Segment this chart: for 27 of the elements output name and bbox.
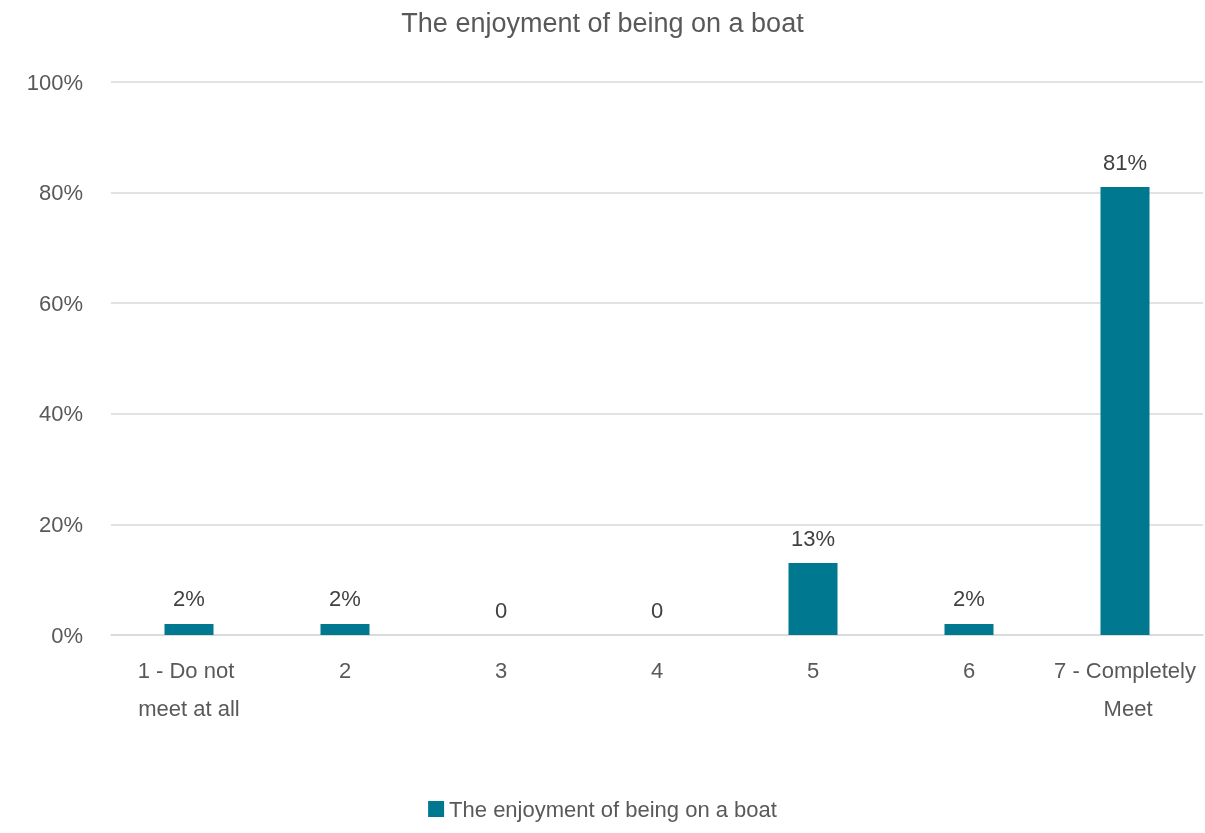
data-label: 2%	[173, 586, 205, 612]
y-tick-label: 100%	[26, 69, 83, 95]
x-tick-label: 1 - Do not meet at all	[137, 657, 241, 721]
bar	[944, 623, 994, 635]
bar	[1100, 187, 1150, 635]
x-tick-label: 6	[962, 657, 976, 683]
x-tick-label: 7 - Completely Meet	[1054, 657, 1196, 721]
x-tick-label: 3	[494, 657, 508, 683]
chart-title: The enjoyment of being on a boat	[401, 7, 805, 38]
data-label: 0	[650, 597, 664, 623]
x-tick-label: 2	[338, 657, 352, 683]
bar	[320, 623, 370, 635]
bar	[164, 623, 214, 635]
y-tick-label: 80%	[38, 180, 83, 206]
data-label: 81%	[1102, 149, 1148, 175]
data-label: 0	[494, 597, 508, 623]
y-tick-label: 40%	[38, 401, 83, 427]
data-label: 13%	[790, 525, 836, 551]
data-label: 2%	[329, 586, 361, 612]
bar	[788, 563, 838, 635]
y-tick-label: 20%	[38, 511, 83, 537]
data-label: 2%	[953, 586, 985, 612]
x-tick-label: 5	[806, 657, 820, 683]
y-tick-label: 60%	[38, 290, 83, 316]
x-tick-label: 4	[650, 657, 664, 683]
legend-label: The enjoyment of being on a boat	[449, 796, 777, 822]
y-tick-label: 0%	[51, 622, 83, 648]
